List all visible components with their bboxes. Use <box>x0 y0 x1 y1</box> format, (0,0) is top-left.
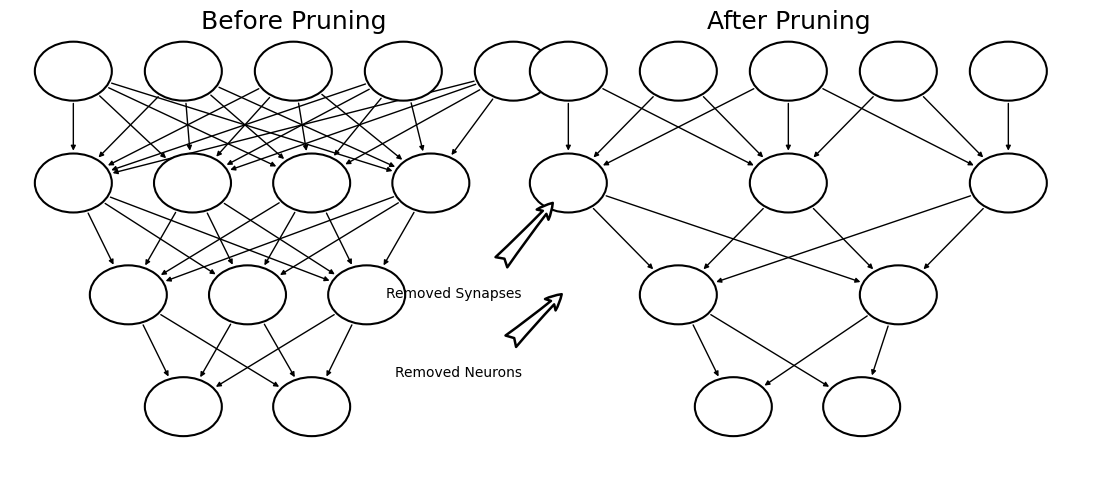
Ellipse shape <box>273 377 350 436</box>
Ellipse shape <box>750 154 827 212</box>
Ellipse shape <box>365 41 442 101</box>
Ellipse shape <box>393 154 470 212</box>
Text: After Pruning: After Pruning <box>706 10 870 34</box>
Ellipse shape <box>209 265 286 325</box>
Ellipse shape <box>145 377 222 436</box>
Text: Before Pruning: Before Pruning <box>200 10 386 34</box>
Ellipse shape <box>475 41 552 101</box>
Ellipse shape <box>35 154 112 212</box>
Ellipse shape <box>530 154 607 212</box>
Ellipse shape <box>273 154 350 212</box>
Ellipse shape <box>640 41 717 101</box>
Text: Removed Synapses: Removed Synapses <box>386 287 521 301</box>
Text: Removed Neurons: Removed Neurons <box>395 366 521 380</box>
Ellipse shape <box>860 41 937 101</box>
Ellipse shape <box>90 265 167 325</box>
Ellipse shape <box>35 41 112 101</box>
Ellipse shape <box>530 41 607 101</box>
Ellipse shape <box>640 265 717 325</box>
Ellipse shape <box>154 154 231 212</box>
Ellipse shape <box>970 154 1047 212</box>
Ellipse shape <box>823 377 900 436</box>
Ellipse shape <box>970 41 1047 101</box>
Ellipse shape <box>145 41 222 101</box>
Ellipse shape <box>860 265 937 325</box>
Ellipse shape <box>695 377 772 436</box>
Ellipse shape <box>255 41 332 101</box>
Ellipse shape <box>750 41 827 101</box>
Ellipse shape <box>328 265 405 325</box>
